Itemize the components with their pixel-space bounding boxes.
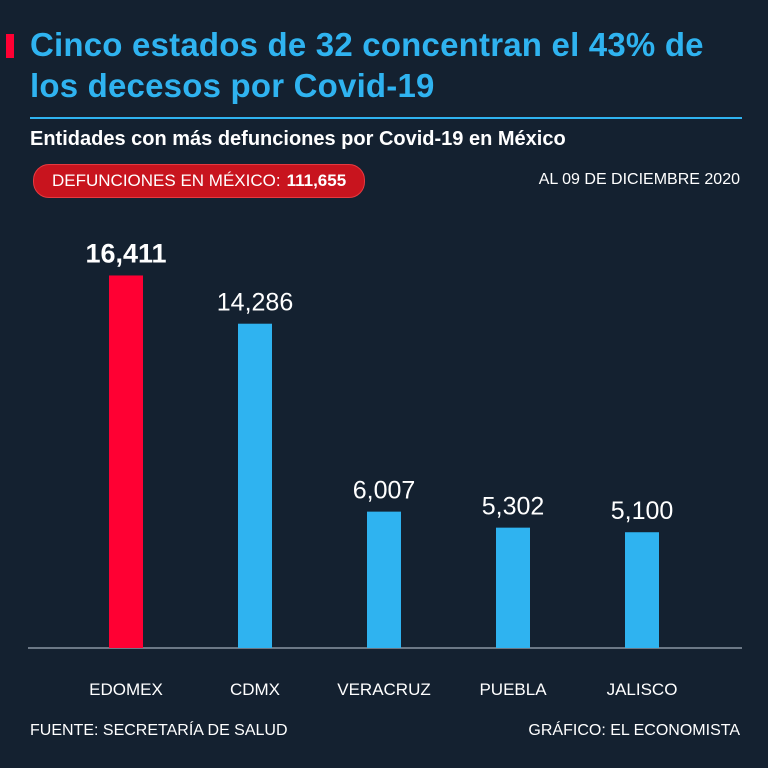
- value-label-jalisco: 5,100: [611, 497, 674, 525]
- category-label-veracruz: VERACRUZ: [337, 680, 431, 699]
- chart-title: Cinco estados de 32 concentran el 43% de…: [30, 26, 704, 104]
- chart-subtitle: Entidades con más defunciones por Covid-…: [30, 128, 566, 150]
- category-label-cdmx: CDMX: [230, 680, 280, 699]
- total-deaths-label: DEFUNCIONES EN MÉXICO:: [52, 171, 281, 190]
- total-deaths-value: 111,655: [286, 171, 347, 190]
- title-divider: [30, 117, 742, 119]
- bar-edomex: [109, 275, 143, 648]
- value-label-puebla: 5,302: [482, 493, 545, 521]
- value-label-edomex: 16,411: [85, 238, 166, 268]
- credit-note: GRÁFICO: EL ECONOMISTA: [528, 722, 740, 739]
- value-label-cdmx: 14,286: [217, 289, 293, 317]
- category-label-jalisco: JALISCO: [607, 680, 678, 699]
- total-deaths-badge: DEFUNCIONES EN MÉXICO: 111,655: [33, 164, 366, 198]
- bar-veracruz: [367, 511, 401, 648]
- bar-cdmx: [238, 323, 272, 648]
- title-accent-bar: [6, 34, 14, 58]
- value-label-veracruz: 6,007: [353, 477, 416, 505]
- category-label-puebla: PUEBLA: [479, 680, 547, 699]
- source-note: FUENTE: SECRETARÍA DE SALUD: [30, 722, 288, 739]
- category-label-edomex: EDOMEX: [89, 680, 163, 699]
- date-note: AL 09 DE DICIEMBRE 2020: [538, 171, 740, 188]
- bar-jalisco: [625, 532, 659, 648]
- bar-puebla: [496, 527, 530, 648]
